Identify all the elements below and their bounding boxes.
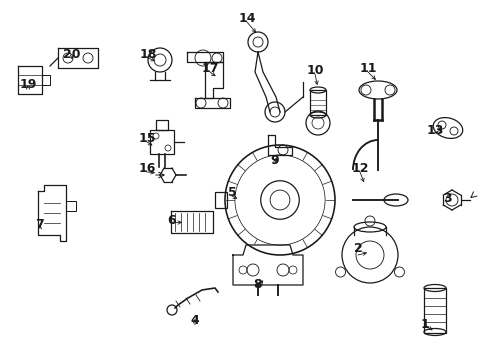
Text: 16: 16 [138, 162, 155, 175]
Text: 13: 13 [426, 123, 443, 136]
Text: 20: 20 [63, 49, 81, 62]
Text: 1: 1 [420, 319, 428, 332]
Text: 4: 4 [190, 314, 199, 327]
Bar [156, 120, 168, 130]
Text: 19: 19 [19, 78, 37, 91]
Polygon shape [186, 52, 223, 62]
Polygon shape [38, 185, 66, 241]
Polygon shape [195, 98, 229, 108]
Polygon shape [204, 62, 223, 98]
Text: 17: 17 [201, 62, 218, 75]
Text: 8: 8 [253, 279, 262, 292]
Polygon shape [267, 135, 291, 155]
Bar [42, 75, 50, 85]
Polygon shape [232, 245, 303, 285]
Polygon shape [58, 48, 98, 68]
Text: 11: 11 [359, 62, 376, 75]
Polygon shape [18, 66, 42, 94]
Text: 14: 14 [238, 12, 255, 24]
Text: 9: 9 [270, 153, 279, 166]
Bar [309, 90, 325, 115]
Text: 10: 10 [305, 63, 323, 77]
Text: 3: 3 [442, 192, 450, 204]
Bar [150, 130, 174, 154]
Polygon shape [171, 211, 213, 233]
Text: 18: 18 [139, 49, 156, 62]
Text: 7: 7 [36, 219, 44, 231]
Text: 6: 6 [167, 213, 176, 226]
Bar [423, 288, 445, 333]
Bar [66, 201, 76, 211]
Bar [215, 192, 226, 208]
Text: 12: 12 [350, 162, 368, 175]
Text: 15: 15 [138, 131, 156, 144]
Text: 5: 5 [227, 186, 236, 199]
Text: 2: 2 [353, 242, 362, 255]
